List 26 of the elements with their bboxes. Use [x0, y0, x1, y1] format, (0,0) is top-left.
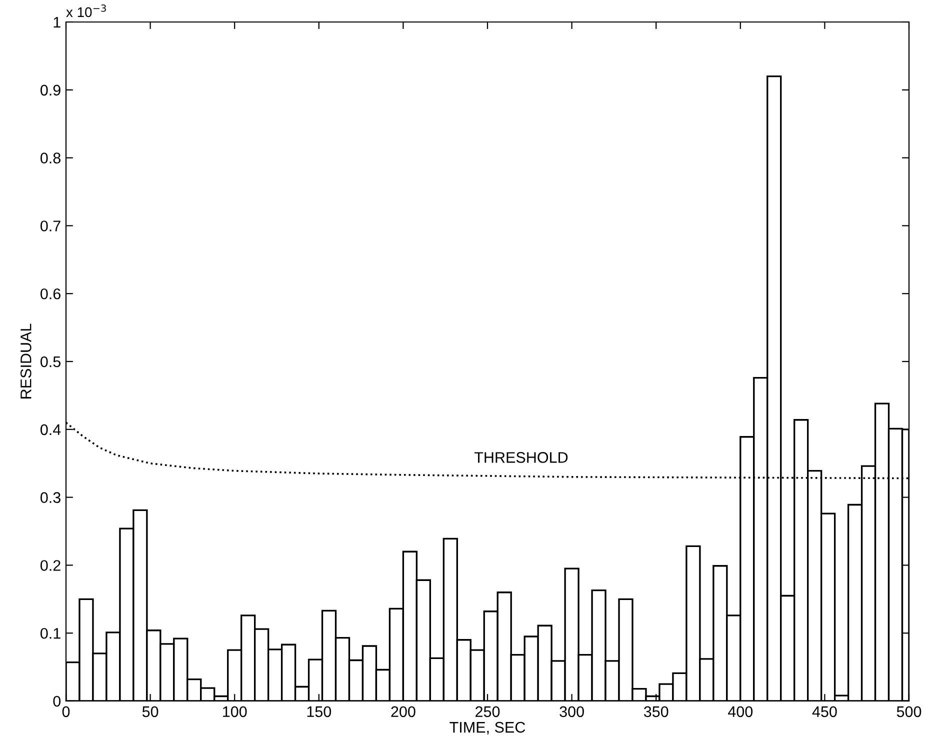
- x-tick-label: 450: [812, 706, 837, 718]
- x-tick-label: 150: [307, 706, 332, 718]
- x-tick-label: 200: [391, 706, 416, 718]
- x-tick-label: 300: [560, 706, 584, 718]
- text: x 10$^{−3}$: [66, 4, 106, 18]
- y-tick-label: 0: [53, 696, 61, 707]
- y-tick-label: 0.7: [40, 220, 60, 232]
- x-tick-label: 350: [644, 706, 668, 718]
- y-tick-label: 0.5: [40, 356, 60, 368]
- x-tick-label: 50: [142, 706, 158, 718]
- x-tick-label: 100: [223, 706, 247, 718]
- y-tick-label: 0.4: [40, 424, 61, 436]
- x-tick-label: 250: [476, 706, 500, 718]
- y-tick-label: 0.2: [40, 560, 60, 571]
- y-axis-title: RESIDUAL: [20, 324, 32, 398]
- x-tick-label: 400: [728, 706, 753, 718]
- y-tick-label: 0.1: [40, 628, 60, 639]
- x-tick-label: 500: [896, 706, 922, 718]
- x-tick-label: 0: [62, 706, 70, 718]
- y-tick-label: 0.8: [40, 152, 60, 164]
- y-tick-label: 0.9: [40, 84, 60, 96]
- y-tick-label: 0.6: [40, 288, 60, 300]
- annotation: THRESHOLD: [474, 452, 568, 463]
- y-tick-label: 0.3: [40, 492, 60, 503]
- x-axis-title: TIME, SEC: [450, 722, 526, 735]
- y-tick-label: 1: [54, 17, 60, 28]
